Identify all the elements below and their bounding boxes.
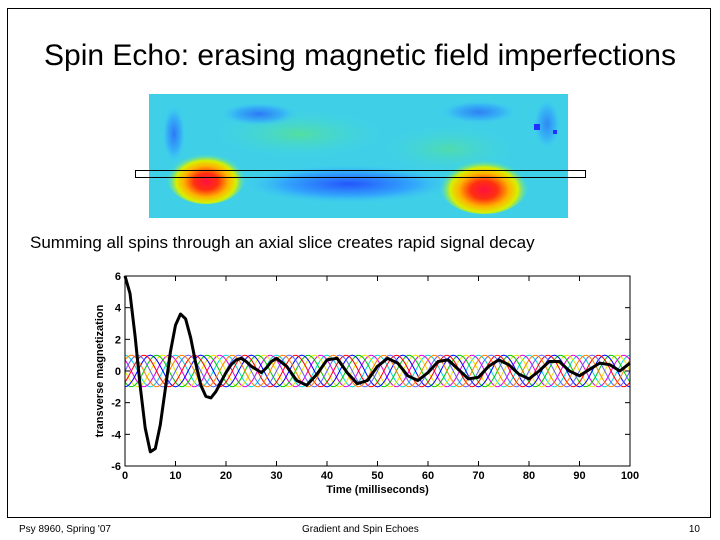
x-tick-label: 100 (621, 470, 639, 482)
x-tick-label: 90 (573, 470, 585, 482)
x-tick-label: 50 (371, 470, 383, 482)
y-tick-label: 2 (115, 334, 121, 346)
x-tick-label: 10 (169, 470, 181, 482)
spin-series-line (124, 354, 631, 388)
y-ticks: -6 -4 -2 0 2 4 6 (111, 271, 630, 473)
x-tick-label: 60 (422, 470, 434, 482)
magnetization-chart: 0 10 20 30 40 50 60 70 80 90 100 -6 -4 -2 0 2 4 6 Time (… (94, 271, 639, 496)
y-tick-label: -6 (111, 461, 121, 473)
spin-series-line (124, 354, 631, 388)
x-tick-label: 0 (122, 470, 128, 482)
footer-topic: Gradient and Spin Echoes (302, 524, 419, 535)
slide-frame (7, 8, 711, 518)
y-tick-label: 0 (115, 366, 121, 378)
spin-series-line (124, 354, 631, 388)
y-tick-label: -4 (111, 429, 122, 441)
y-axis-label: transverse magnetization (94, 304, 106, 437)
y-tick-label: -2 (111, 398, 121, 410)
axial-slice-marker (135, 170, 586, 178)
footer-course: Psy 8960, Spring '07 (19, 524, 111, 535)
slide-number: 10 (688, 524, 700, 535)
mri-axial-image (149, 94, 568, 218)
slide-title: Spin Echo: erasing magnetic field imperf… (44, 39, 676, 72)
spin-lines (124, 354, 631, 388)
y-tick-label: 4 (115, 303, 122, 315)
slide-caption: Summing all spins through an axial slice… (30, 233, 535, 252)
sum-series-line (123, 275, 631, 454)
x-tick-label: 80 (523, 470, 535, 482)
x-tick-label: 30 (270, 470, 282, 482)
x-axis-label: Time (milliseconds) (326, 484, 429, 496)
y-tick-label: 6 (115, 271, 121, 283)
x-tick-label: 20 (220, 470, 232, 482)
spin-series-line (124, 354, 631, 388)
x-tick-label: 70 (472, 470, 484, 482)
x-tick-label: 40 (321, 470, 333, 482)
x-ticks: 0 10 20 30 40 50 60 70 80 90 100 (122, 276, 639, 482)
